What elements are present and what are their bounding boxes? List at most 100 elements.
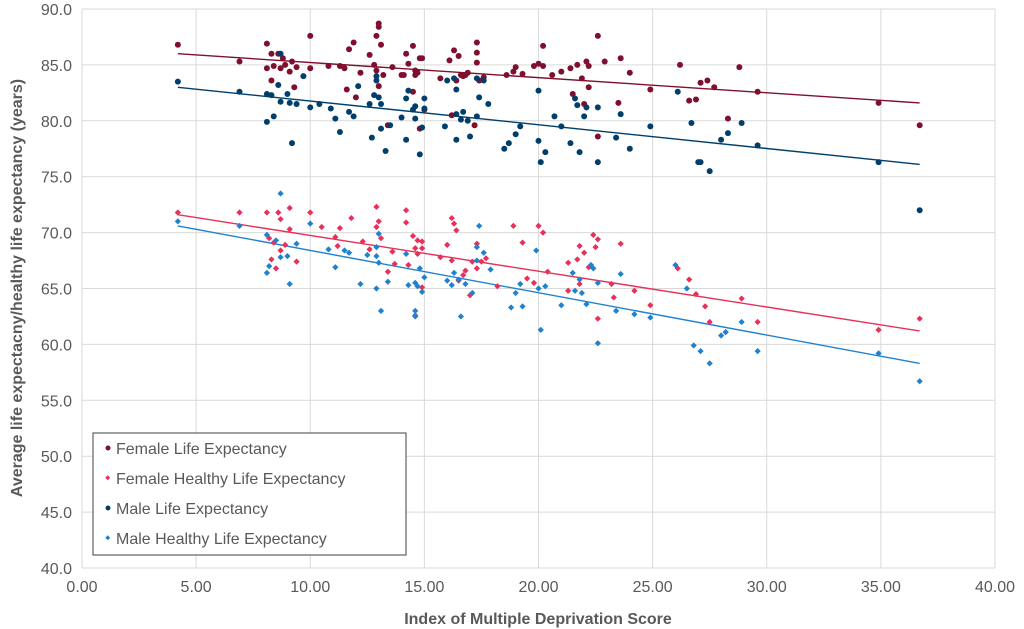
data-point [473,244,480,251]
data-point [647,86,654,93]
data-point [421,274,428,281]
data-point [612,307,620,314]
data-point [455,52,462,59]
data-point [567,65,574,72]
data-point [341,247,348,254]
data-point [371,92,378,99]
data-point [473,265,480,272]
trendline-male-healthy-life-expectancy [177,225,920,365]
data-point [286,204,293,212]
data-point [450,269,458,276]
data-point [535,137,542,144]
data-point [350,39,357,46]
data-point [375,94,382,101]
data-point [373,285,380,292]
data-point [519,303,526,310]
data-point [307,209,314,216]
data-point [277,98,284,105]
data-point [738,318,745,326]
data-point [266,263,273,270]
data-point [419,55,426,62]
data-point [576,242,583,250]
data-point [375,259,382,266]
x-axis-title: Index of Multiple Deprivation Score [404,611,672,628]
data-point [617,240,624,247]
legend-item-male-life-expectancy: Male Life Expectancy [105,501,268,518]
data-point [613,134,620,141]
data-point [414,69,421,76]
data-point [501,145,508,152]
legend-item-male-healthy-life-expectancy: Male Healthy Life Expectancy [105,531,327,548]
data-point [462,267,469,274]
data-point [373,252,380,260]
data-point [467,133,474,140]
legend: Female Life Expectancy Female Healthy Li… [92,432,407,556]
data-point [332,233,339,241]
data-point [688,120,695,127]
data-point [706,168,713,175]
data-point [594,236,601,243]
data-point [690,342,697,349]
data-point [375,83,382,90]
data-point [512,131,519,138]
data-point [594,159,601,166]
y-tick-label: 80.0 [41,114,72,131]
data-point [460,271,467,279]
y-tick-label: 45.0 [41,505,72,522]
data-point [594,32,601,39]
data-point [416,151,423,158]
data-point [571,287,579,294]
data-point [373,73,380,80]
data-point [444,241,451,249]
data-point [615,99,622,106]
y-tick-label: 65.0 [41,282,72,299]
data-point [375,20,382,27]
data-point [706,360,713,367]
data-point [448,112,455,119]
data-point [336,63,343,70]
data-point [875,350,882,357]
data-point [325,63,332,70]
data-point [631,311,638,318]
data-point [418,238,426,245]
data-point [517,280,524,288]
data-point [585,84,592,91]
data-point [409,232,417,240]
data-point [377,307,385,314]
data-point [724,130,731,137]
data-point [444,77,451,84]
y-tick-label: 70.0 [41,226,72,243]
data-point [875,159,882,166]
data-point [384,278,391,285]
data-point [359,238,366,245]
data-point [270,63,277,70]
series-male-healthy-life-expectancy [174,190,923,385]
data-point [754,88,761,95]
data-point [368,134,375,141]
data-point [574,61,581,68]
data-point [692,290,700,298]
data-point [364,251,371,259]
data-point [476,94,483,101]
data-point [697,79,704,86]
data-point [378,101,385,108]
data-point [327,105,334,112]
data-point [583,104,590,111]
data-point [270,113,277,120]
data-point [403,50,410,57]
data-point [373,67,380,74]
data-point [530,63,537,70]
data-point [284,252,291,260]
data-point [601,58,608,65]
data-point [382,147,389,154]
data-point [875,99,882,106]
y-axis-title: Average life expectacny/healthy life exp… [9,79,26,497]
data-point [558,302,565,309]
data-point [647,123,654,130]
series-female-healthy-life-expectancy [174,203,923,336]
data-point [581,113,588,120]
data-point [462,280,469,288]
data-point [647,314,654,321]
trendlines [177,53,920,365]
trendline-male-life-expectancy [177,86,920,166]
